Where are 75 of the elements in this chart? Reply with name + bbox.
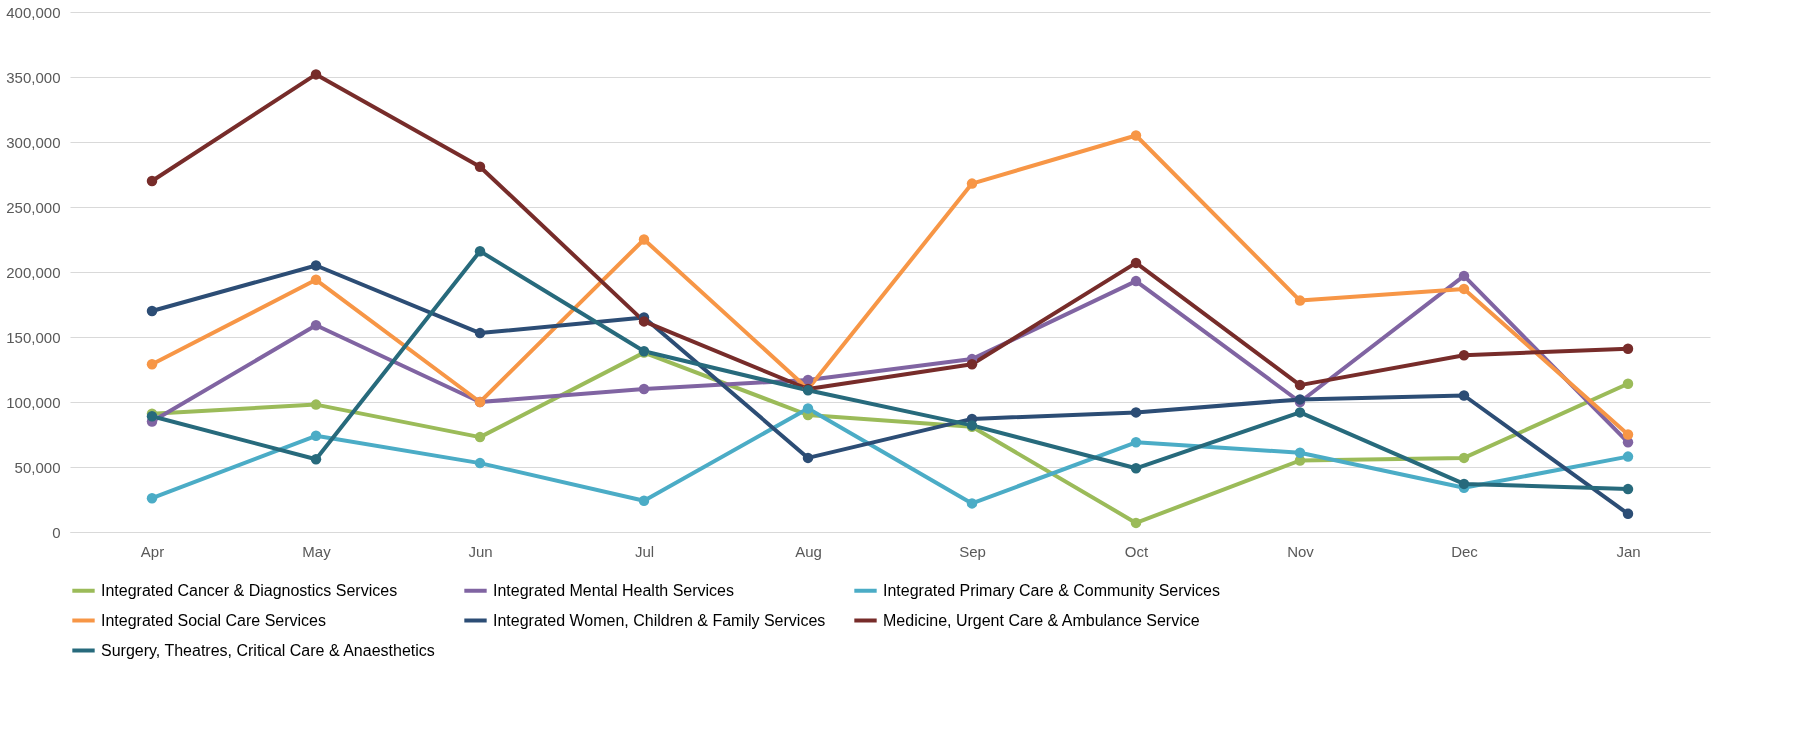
legend-label: Integrated Women, Children & Family Services bbox=[493, 611, 826, 629]
legend-label: Integrated Mental Health Services bbox=[493, 581, 735, 599]
point bbox=[1458, 452, 1470, 464]
point bbox=[966, 498, 978, 509]
point bbox=[1294, 407, 1306, 418]
point bbox=[1622, 483, 1634, 495]
y-tick-label: 50,000 bbox=[14, 458, 61, 476]
x-tick-label: May bbox=[302, 542, 332, 560]
point bbox=[146, 359, 158, 370]
point bbox=[1458, 390, 1470, 401]
y-tick-label: 300,000 bbox=[6, 133, 61, 151]
x-tick-label: Jul bbox=[634, 542, 655, 560]
x-tick-label: Nov bbox=[1287, 542, 1315, 560]
point bbox=[310, 260, 322, 271]
point bbox=[1458, 270, 1470, 282]
point bbox=[310, 69, 322, 80]
point bbox=[310, 430, 322, 442]
point bbox=[474, 457, 486, 469]
point bbox=[1622, 451, 1634, 462]
point bbox=[1458, 478, 1470, 490]
legend-label: Integrated Primary Care & Community Services bbox=[883, 581, 1220, 599]
point bbox=[802, 452, 814, 464]
point bbox=[474, 161, 486, 172]
x-tick-label: Dec bbox=[1451, 542, 1479, 560]
point bbox=[1622, 508, 1634, 520]
legend-label: Surgery, Theatres, Critical Care & Anaesthetics bbox=[101, 641, 435, 659]
point bbox=[966, 359, 978, 370]
legend-label: Medicine, Urgent Care & Ambulance Service bbox=[883, 611, 1200, 629]
point bbox=[1622, 378, 1634, 390]
point bbox=[146, 175, 158, 187]
point bbox=[310, 274, 322, 286]
point bbox=[146, 305, 158, 317]
y-tick-label: 400,000 bbox=[6, 3, 61, 21]
y-tick-label: 0 bbox=[52, 523, 61, 541]
y-tick-label: 350,000 bbox=[6, 68, 61, 86]
x-tick-label: Sep bbox=[959, 542, 986, 560]
point bbox=[638, 234, 650, 245]
legend-label: Integrated Social Care Services bbox=[101, 611, 326, 629]
y-tick-label: 150,000 bbox=[6, 328, 61, 346]
point bbox=[1294, 447, 1306, 458]
x-tick-label: Jun bbox=[468, 542, 493, 560]
legend-label: Integrated Cancer & Diagnostics Services bbox=[101, 581, 398, 599]
point bbox=[638, 383, 650, 395]
point bbox=[1130, 275, 1142, 287]
x-tick-label: Oct bbox=[1124, 542, 1149, 560]
y-tick-label: 200,000 bbox=[6, 263, 61, 281]
point bbox=[1294, 295, 1306, 306]
point bbox=[1130, 463, 1142, 474]
point bbox=[1130, 130, 1142, 141]
point bbox=[474, 245, 486, 257]
point bbox=[966, 178, 978, 189]
point bbox=[1622, 429, 1634, 440]
point bbox=[474, 431, 486, 443]
point bbox=[1130, 437, 1142, 448]
point bbox=[802, 374, 814, 386]
point bbox=[1130, 517, 1142, 529]
y-tick-label: 100,000 bbox=[6, 393, 61, 411]
point bbox=[802, 403, 814, 414]
point bbox=[310, 320, 322, 331]
point bbox=[1622, 343, 1634, 354]
point bbox=[1130, 257, 1142, 269]
point bbox=[1130, 407, 1142, 418]
x-tick-label: Apr bbox=[140, 542, 165, 560]
point bbox=[310, 453, 322, 465]
point bbox=[474, 327, 486, 339]
point bbox=[638, 495, 650, 507]
x-tick-label: Aug bbox=[795, 542, 822, 560]
point bbox=[638, 316, 650, 327]
point bbox=[1458, 283, 1470, 295]
x-tick-label: Jan bbox=[1616, 542, 1641, 560]
point bbox=[1458, 349, 1470, 361]
y-tick-label: 250,000 bbox=[6, 198, 61, 216]
point bbox=[146, 492, 158, 504]
point bbox=[1294, 379, 1306, 391]
point bbox=[310, 399, 322, 410]
